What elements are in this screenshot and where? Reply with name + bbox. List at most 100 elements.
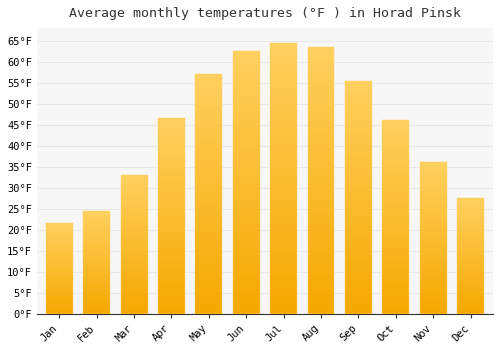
Bar — [233, 104, 260, 106]
Bar — [120, 306, 148, 307]
Bar — [382, 209, 409, 211]
Bar — [83, 217, 110, 218]
Bar — [46, 247, 72, 248]
Bar — [233, 122, 260, 125]
Bar — [233, 198, 260, 201]
Bar — [308, 132, 334, 135]
Bar — [233, 101, 260, 104]
Bar — [457, 313, 484, 314]
Bar — [420, 271, 446, 273]
Bar — [233, 51, 260, 314]
Bar — [345, 141, 372, 144]
Bar — [270, 121, 297, 124]
Bar — [382, 196, 409, 198]
Bar — [457, 203, 484, 204]
Bar — [233, 206, 260, 209]
Bar — [457, 309, 484, 310]
Bar — [196, 228, 222, 230]
Bar — [382, 186, 409, 188]
Bar — [345, 211, 372, 213]
Bar — [457, 246, 484, 247]
Bar — [120, 189, 148, 190]
Bar — [270, 216, 297, 219]
Bar — [270, 146, 297, 148]
Bar — [420, 202, 446, 203]
Bar — [158, 134, 185, 136]
Bar — [83, 300, 110, 301]
Bar — [196, 256, 222, 259]
Bar — [345, 111, 372, 113]
Bar — [158, 218, 185, 220]
Bar — [308, 282, 334, 284]
Bar — [233, 133, 260, 135]
Bar — [83, 286, 110, 287]
Bar — [270, 251, 297, 254]
Bar — [457, 225, 484, 226]
Bar — [196, 74, 222, 314]
Bar — [196, 79, 222, 82]
Bar — [457, 266, 484, 267]
Bar — [308, 79, 334, 82]
Bar — [382, 120, 409, 122]
Bar — [308, 140, 334, 143]
Bar — [382, 254, 409, 256]
Bar — [382, 234, 409, 236]
Bar — [457, 281, 484, 282]
Bar — [457, 210, 484, 211]
Bar — [308, 170, 334, 172]
Bar — [158, 304, 185, 306]
Bar — [345, 146, 372, 148]
Bar — [382, 176, 409, 178]
Bar — [83, 230, 110, 231]
Bar — [270, 156, 297, 159]
Bar — [420, 252, 446, 253]
Bar — [120, 183, 148, 185]
Bar — [83, 220, 110, 221]
Bar — [233, 261, 260, 264]
Bar — [83, 271, 110, 272]
Bar — [270, 227, 297, 230]
Bar — [270, 311, 297, 314]
Bar — [420, 308, 446, 309]
Bar — [158, 126, 185, 128]
Bar — [270, 175, 297, 178]
Bar — [83, 254, 110, 255]
Bar — [120, 218, 148, 219]
Bar — [382, 219, 409, 221]
Bar — [420, 209, 446, 211]
Bar — [270, 162, 297, 165]
Bar — [270, 279, 297, 281]
Bar — [308, 263, 334, 266]
Bar — [196, 282, 222, 285]
Bar — [158, 159, 185, 161]
Bar — [196, 201, 222, 204]
Bar — [233, 51, 260, 54]
Bar — [46, 308, 72, 309]
Bar — [83, 251, 110, 252]
Bar — [382, 283, 409, 285]
Bar — [270, 268, 297, 270]
Bar — [233, 272, 260, 274]
Bar — [158, 195, 185, 196]
Bar — [120, 193, 148, 195]
Bar — [345, 295, 372, 298]
Bar — [83, 297, 110, 298]
Bar — [233, 311, 260, 314]
Bar — [457, 301, 484, 302]
Bar — [83, 276, 110, 278]
Bar — [270, 270, 297, 273]
Bar — [233, 140, 260, 143]
Bar — [46, 261, 72, 262]
Bar — [270, 48, 297, 51]
Bar — [457, 304, 484, 306]
Bar — [382, 192, 409, 194]
Bar — [120, 178, 148, 179]
Bar — [270, 78, 297, 81]
Bar — [382, 258, 409, 260]
Bar — [196, 244, 222, 247]
Bar — [233, 301, 260, 303]
Bar — [158, 142, 185, 144]
Bar — [46, 285, 72, 286]
Bar — [457, 220, 484, 221]
Bar — [46, 283, 72, 284]
